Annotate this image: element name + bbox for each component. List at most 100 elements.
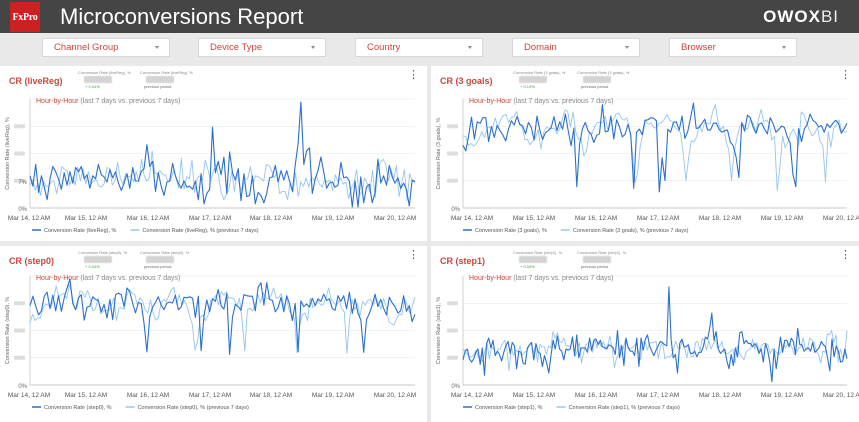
brand-bold: OWOX bbox=[763, 7, 821, 26]
legend-label-current: Conversion Rate (step0), % bbox=[44, 405, 112, 411]
y-tick-obscured bbox=[14, 328, 25, 333]
chevron-down-icon bbox=[311, 46, 315, 49]
legend-label-previous: Conversion Rate (3 goals), % (previous 7… bbox=[573, 228, 689, 234]
x-tick-label: Mar 15, 12 AM bbox=[513, 215, 555, 222]
kpi-label: Conversion Rate (step0), % bbox=[140, 250, 190, 255]
y-axis-label: Conversion Rate (step0), % bbox=[5, 297, 11, 365]
y-tick-label: 0% bbox=[451, 207, 460, 213]
kpi-label: Conversion Rate (liveReg), % bbox=[78, 70, 131, 75]
x-tick-label: Mar 20, 12 AM bbox=[823, 392, 859, 399]
chart-annotation: Hour-by-Hour (last 7 days vs. previous 7… bbox=[36, 275, 180, 282]
series-current-line bbox=[29, 101, 416, 208]
filter-browser[interactable]: Browser bbox=[669, 38, 797, 57]
y-tick-obscured bbox=[14, 178, 25, 183]
fxpro-logo: FxPro bbox=[10, 2, 40, 32]
kpi-label: Conversion Rate (liveReg), % bbox=[140, 70, 193, 75]
kpi-delta: + 0.04% bbox=[520, 264, 535, 269]
y-tick-label: 0% bbox=[18, 207, 27, 213]
kpi-current: Conversion Rate (3 goals), % + 0.19% bbox=[513, 70, 565, 89]
more-options-icon[interactable]: ⋮ bbox=[840, 69, 851, 81]
y-tick-label: 0% bbox=[18, 384, 27, 390]
kpi-sub: previous period bbox=[144, 84, 172, 89]
x-tick-label: Mar 16, 12 AM bbox=[575, 215, 617, 222]
report-header: FxPro Microconversions Report OWOXBI bbox=[0, 0, 859, 33]
y-tick-obscured bbox=[447, 355, 458, 360]
filter-device-type[interactable]: Device Type bbox=[198, 38, 326, 57]
filter-label: Domain bbox=[524, 42, 557, 53]
kpi-label: Conversion Rate (3 goals), % bbox=[513, 70, 566, 75]
kpi-delta: + 0.04% bbox=[85, 264, 100, 269]
legend-label-previous: Conversion Rate (step1), % (previous 7 d… bbox=[569, 405, 680, 411]
x-tick-label: Mar 14, 12 AM bbox=[8, 215, 50, 222]
series-current-line bbox=[462, 102, 848, 193]
kpi-label: Conversion Rate (step0), % bbox=[78, 250, 128, 255]
brand-light: BI bbox=[820, 7, 839, 26]
y-tick-obscured bbox=[14, 151, 25, 156]
kpi-previous: Conversion Rate (step1), % previous peri… bbox=[577, 250, 626, 269]
kpi-value-obscured bbox=[583, 256, 611, 263]
filter-label: Country bbox=[367, 42, 401, 53]
series-current-line bbox=[462, 286, 848, 383]
filter-label: Browser bbox=[681, 42, 716, 53]
kpi-delta: + 0.04% bbox=[85, 84, 100, 89]
x-tick-label: Mar 18, 12 AM bbox=[699, 215, 741, 222]
legend-label-previous: Conversion Rate (step0), % (previous 7 d… bbox=[138, 405, 249, 411]
x-tick-label: Mar 14, 12 AM bbox=[451, 392, 493, 399]
x-tick-label: Mar 20, 12 AM bbox=[374, 215, 416, 222]
y-tick-obscured bbox=[447, 151, 458, 156]
filter-domain[interactable]: Domain bbox=[512, 38, 640, 57]
chevron-down-icon bbox=[468, 46, 472, 49]
kpi-label: Conversion Rate (3 goals), % bbox=[577, 70, 630, 75]
kpi-value-obscured bbox=[146, 76, 174, 83]
y-axis-label: Conversion Rate (step1), % bbox=[436, 297, 442, 365]
y-tick-obscured bbox=[14, 124, 25, 129]
kpi-value-obscured bbox=[519, 256, 547, 263]
kpi-sub: previous period bbox=[144, 264, 172, 269]
x-tick-label: Mar 15, 12 AM bbox=[65, 392, 107, 399]
x-tick-label: Mar 15, 12 AM bbox=[65, 215, 107, 222]
panel-cr-step0: 0% Conversion Rate (step0), % Mar 14, 12 A… bbox=[0, 246, 427, 422]
y-axis-label: Conversion Rate (liveReg), % bbox=[5, 117, 11, 190]
x-tick-label: Mar 19, 12 AM bbox=[312, 215, 354, 222]
more-options-icon[interactable]: ⋮ bbox=[840, 249, 851, 261]
y-tick-obscured bbox=[14, 355, 25, 360]
y-axis-label: Conversion Rate (3 goals), % bbox=[436, 117, 442, 189]
kpi-label: Conversion Rate (step1), % bbox=[513, 250, 563, 255]
kpi-value-obscured bbox=[84, 76, 112, 83]
x-tick-label: Mar 16, 12 AM bbox=[127, 215, 169, 222]
filter-country[interactable]: Country bbox=[355, 38, 483, 57]
kpi-value-obscured bbox=[146, 256, 174, 263]
more-options-icon[interactable]: ⋮ bbox=[408, 69, 419, 81]
chart-cr-step0: 0% Conversion Rate (step0), % Mar 14, 12 A… bbox=[5, 275, 416, 411]
chevron-down-icon bbox=[625, 46, 629, 49]
panel-cr-livereg: 0% 7% Conversion Rate (liveReg), % Mar 14, … bbox=[0, 66, 427, 241]
x-tick-label: Mar 19, 12 AM bbox=[761, 215, 803, 222]
chart-cr-livereg: 0% 7% Conversion Rate (liveReg), % Mar 14, … bbox=[5, 98, 416, 234]
filter-channel-group[interactable]: Channel Group bbox=[42, 38, 170, 57]
owox-bi-logo: OWOXBI bbox=[763, 7, 839, 27]
kpi-current: Conversion Rate (step0), % + 0.04% bbox=[78, 250, 127, 269]
series-previous-line bbox=[29, 283, 416, 354]
x-tick-label: Mar 17, 12 AM bbox=[189, 392, 231, 399]
kpi-label: Conversion Rate (step1), % bbox=[577, 250, 627, 255]
x-tick-label: Mar 17, 12 AM bbox=[637, 392, 679, 399]
x-tick-label: Mar 16, 12 AM bbox=[575, 392, 617, 399]
x-tick-label: Mar 17, 12 AM bbox=[637, 215, 679, 222]
chart-annotation: Hour-by-Hour (last 7 days vs. previous 7… bbox=[469, 98, 613, 105]
filter-bar: Channel Group Device Type Country Domain… bbox=[0, 33, 859, 62]
legend-label-current: Conversion Rate (liveReg), % bbox=[44, 228, 117, 234]
panel-cr-3-goals: 0% Conversion Rate (3 goals), % Mar 14, 12… bbox=[431, 66, 859, 241]
more-options-icon[interactable]: ⋮ bbox=[408, 249, 419, 261]
x-tick-label: Mar 19, 12 AM bbox=[761, 392, 803, 399]
kpi-current: Conversion Rate (liveReg), % + 0.04% bbox=[78, 70, 131, 89]
panel-cr-step1: 0% Conversion Rate (step1), % Mar 14, 12 A… bbox=[431, 246, 859, 422]
panel-title: CR (step1) bbox=[440, 256, 486, 266]
panel-title: CR (step0) bbox=[9, 256, 55, 266]
legend-label-current: Conversion Rate (3 goals), % bbox=[475, 228, 547, 234]
kpi-delta: + 0.19% bbox=[520, 84, 535, 89]
x-tick-label: Mar 15, 12 AM bbox=[513, 392, 555, 399]
x-tick-label: Mar 20, 12 AM bbox=[374, 392, 416, 399]
kpi-value-obscured bbox=[519, 76, 547, 83]
kpi-previous: Conversion Rate (liveReg), % previous pe… bbox=[140, 70, 193, 89]
kpi-previous: Conversion Rate (step0), % previous peri… bbox=[140, 250, 189, 269]
